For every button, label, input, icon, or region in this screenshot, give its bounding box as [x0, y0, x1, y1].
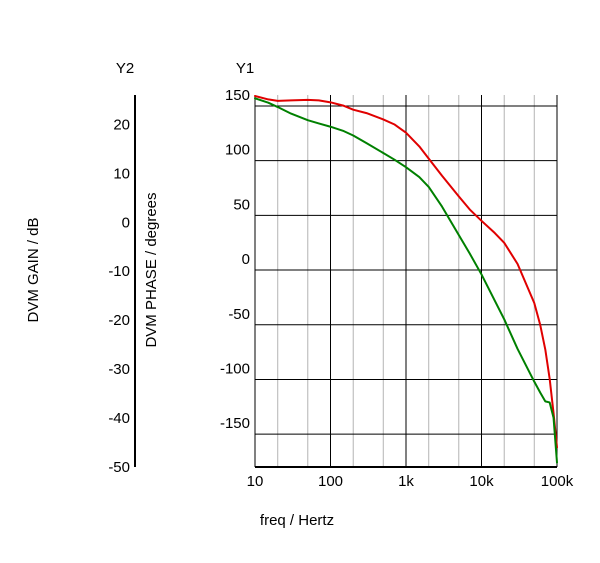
y2-tick-label: 20: [113, 116, 130, 133]
y1-tick-label: 150: [225, 87, 250, 104]
y1-tick-label: 50: [233, 196, 250, 213]
plot-axes: [134, 95, 557, 468]
y2-tick-label: -40: [108, 410, 130, 427]
plot-series: [254, 94, 558, 464]
y1-tick-label: -100: [220, 360, 250, 377]
y1-axis-name: Y1: [236, 60, 254, 77]
y2-axis-name: Y2: [116, 60, 134, 77]
x-tick-label: 10k: [469, 473, 494, 490]
plot-grid: [254, 95, 558, 467]
y1-tick-label: 100: [225, 142, 250, 159]
tick-labels: 150100500-50-100-15020100-10-20-30-40-50…: [108, 87, 573, 490]
y2-tick-label: 0: [122, 214, 130, 231]
x-tick-label: 1k: [398, 473, 414, 490]
y2-tick-label: -50: [108, 459, 130, 476]
y1-tick-label: -150: [220, 415, 250, 432]
y2-tick-label: 10: [113, 165, 130, 182]
y2-tick-label: -30: [108, 361, 130, 378]
phase-series-line: [254, 97, 558, 464]
y1-tick-label: -50: [228, 306, 250, 323]
y2-tick-label: -10: [108, 263, 130, 280]
y1-tick-label: 0: [242, 251, 250, 268]
x-tick-label: 10: [247, 473, 264, 490]
y1-axis-label: DVM PHASE / degrees: [143, 192, 160, 347]
x-tick-label: 100k: [541, 473, 574, 490]
x-axis-label: freq / Hertz: [260, 512, 334, 529]
gain-series-line: [254, 94, 558, 449]
y2-tick-label: -20: [108, 312, 130, 329]
y2-axis-label: DVM GAIN / dB: [25, 217, 42, 322]
x-tick-label: 100: [318, 473, 343, 490]
